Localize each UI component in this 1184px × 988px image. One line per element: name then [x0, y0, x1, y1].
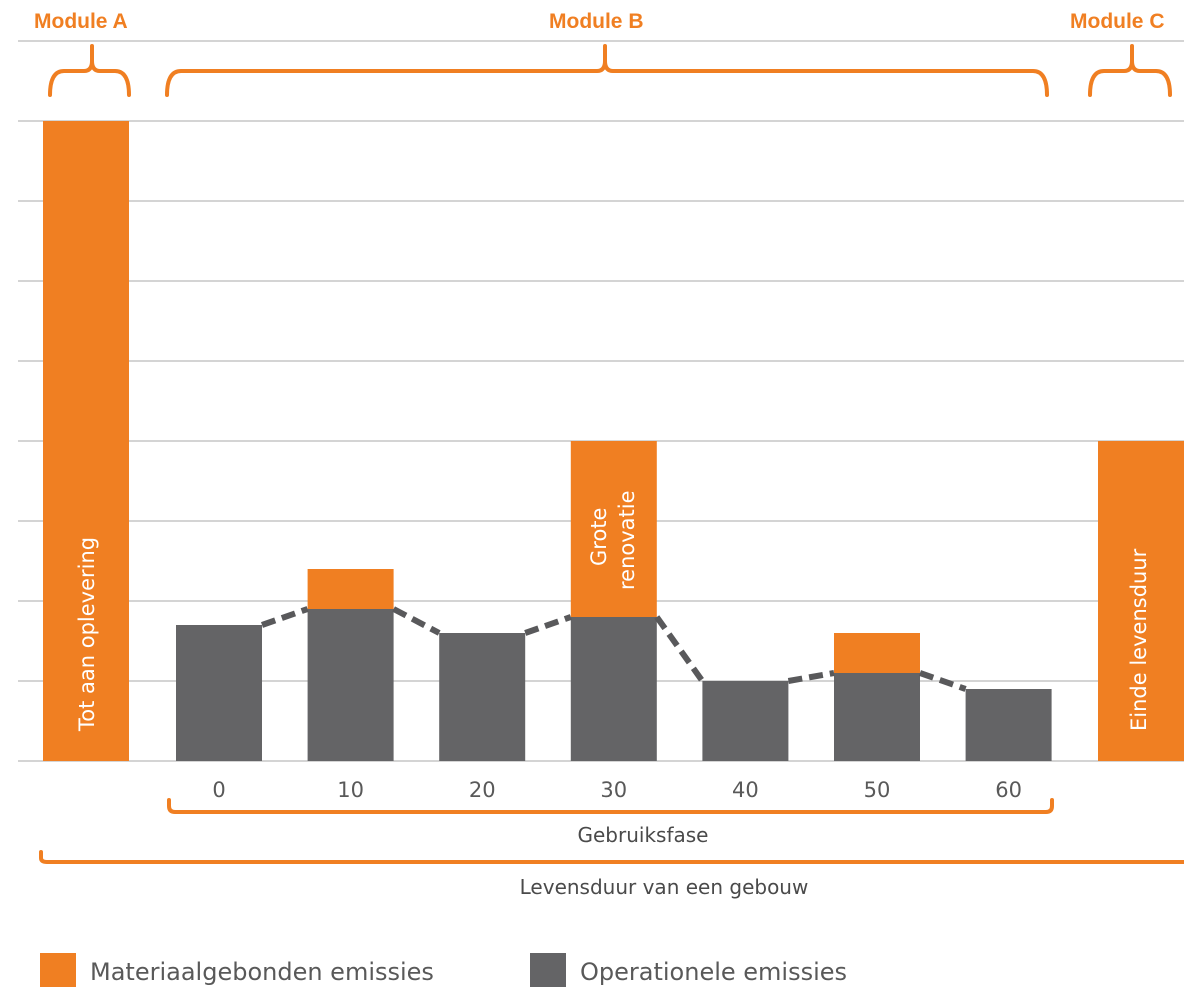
module-a-brace: [48, 44, 131, 97]
x-tick-label: 20: [469, 778, 496, 802]
operational-trend-line: [261, 606, 967, 692]
trend-segment: [919, 670, 967, 692]
trend-segment: [787, 670, 835, 684]
x-tick-label: 50: [864, 778, 891, 802]
use-phase-caption: Gebruiksfase: [578, 823, 709, 847]
x-tick-label: 60: [995, 778, 1022, 802]
bar-module-c: [1098, 441, 1184, 761]
x-tick-label: 10: [337, 778, 364, 802]
bar-operational: [965, 689, 1052, 761]
building-lifetime-brace: [39, 850, 1184, 864]
module-c-label: Module C: [1070, 10, 1165, 33]
end-of-life-bar-label: Einde levensduur: [1127, 548, 1151, 731]
bar-operational: [834, 673, 920, 761]
bar-material: [834, 633, 920, 673]
legend-operational-label: Operationele emissies: [580, 958, 847, 986]
bar-operational: [439, 633, 526, 761]
bar-operational: [570, 617, 657, 761]
building-lifetime-caption: Levensduur van een gebouw: [520, 875, 809, 899]
module-braces: [39, 44, 1184, 864]
module-b-brace: [165, 44, 1049, 97]
bar-operational: [702, 681, 789, 761]
bar-module-a: [43, 121, 129, 761]
bar-material: [307, 569, 394, 609]
module-c-brace: [1088, 44, 1172, 97]
trend-segment: [261, 606, 309, 628]
trend-segment: [654, 615, 705, 683]
construction-bar-label: Tot aan oplevering: [75, 537, 99, 732]
x-tick-label: 40: [732, 778, 759, 802]
use-phase-brace: [167, 798, 1054, 814]
module-b-label: Module B: [549, 10, 644, 33]
legend-material-swatch: [40, 953, 76, 987]
x-tick-label: 30: [600, 778, 627, 802]
module-a-label: Module A: [34, 10, 128, 33]
x-tick-labels: 0 10 20 30 40 50 60: [212, 778, 1022, 802]
legend-material-label: Materiaalgebonden emissies: [90, 958, 434, 986]
trend-segment: [392, 606, 441, 636]
x-tick-label: 0: [212, 778, 225, 802]
bar-operational: [176, 625, 262, 761]
bars: [43, 121, 1184, 761]
bar-operational: [307, 609, 394, 761]
renovation-label-line1: Grote: [587, 508, 611, 566]
renovation-label-line2: renovatie: [615, 490, 639, 590]
bar-material: [570, 441, 657, 617]
trend-segment: [524, 614, 572, 636]
legend-operational-swatch: [530, 953, 566, 987]
